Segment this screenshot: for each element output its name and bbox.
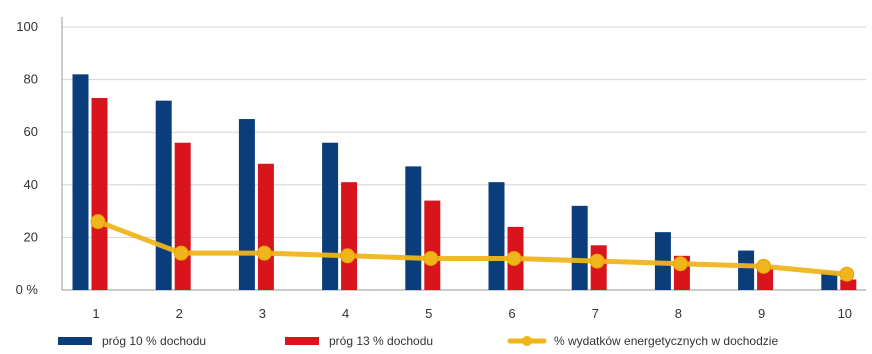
bar (405, 166, 422, 290)
y-tick-label: 100 (16, 19, 38, 34)
legend-swatch (285, 337, 319, 345)
legend-swatch-marker (522, 336, 532, 346)
line-series (90, 214, 855, 282)
bar (341, 182, 358, 290)
bar (174, 142, 191, 290)
x-tick-label: 6 (508, 306, 515, 321)
x-tick-label: 2 (176, 306, 183, 321)
bar (738, 250, 755, 290)
y-tick-label: 80 (24, 72, 38, 87)
line-point (506, 250, 522, 266)
x-tick-label: 7 (592, 306, 599, 321)
x-tick-label: 5 (425, 306, 432, 321)
line-path (95, 219, 850, 277)
legend-label: % wydatków energetycznych w dochodzie (554, 334, 778, 348)
x-tick-label: 4 (342, 306, 349, 321)
line-point (839, 266, 855, 282)
bar (238, 119, 255, 290)
axes (61, 17, 866, 291)
line-point (340, 248, 356, 264)
bar (821, 271, 838, 290)
line-point (756, 258, 772, 274)
grid-lines (62, 26, 866, 238)
line-point (423, 250, 439, 266)
legend-label: próg 10 % dochodu (102, 334, 206, 348)
line-point (256, 245, 272, 261)
bar (155, 100, 172, 290)
tick-labels: 0 % 20 40 60 80 100 1 2 3 4 5 6 7 8 9 10 (16, 19, 852, 321)
bar (322, 142, 339, 290)
line-point (90, 214, 106, 230)
bar (424, 200, 441, 290)
x-tick-label: 1 (92, 306, 99, 321)
legend-swatch (58, 337, 92, 345)
legend-label: próg 13 % dochodu (329, 334, 433, 348)
bar (72, 74, 89, 290)
bar (840, 279, 857, 290)
x-tick-label: 9 (758, 306, 765, 321)
bar (571, 205, 588, 290)
bar (488, 182, 505, 290)
x-tick-label: 8 (675, 306, 682, 321)
x-tick-label: 10 (838, 306, 852, 321)
y-tick-label: 40 (24, 177, 38, 192)
legend: próg 10 % dochodu próg 13 % dochodu % wyda… (58, 334, 778, 348)
line-point (672, 256, 688, 272)
y-tick-label: 60 (24, 124, 38, 139)
y-tick-label: 20 (24, 229, 38, 244)
x-tick-label: 3 (259, 306, 266, 321)
y-tick-label: 0 % (16, 282, 39, 297)
bar (757, 268, 774, 290)
bar (91, 98, 108, 290)
line-point (173, 245, 189, 261)
bar (257, 163, 274, 290)
line-point (589, 253, 605, 269)
